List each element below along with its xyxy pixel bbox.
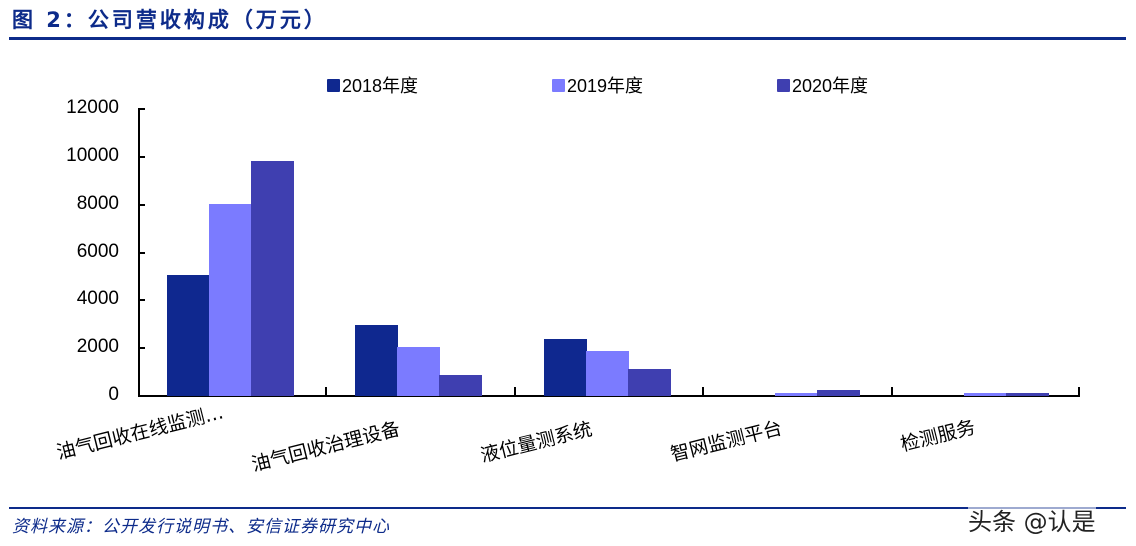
legend-label-2018: 2018年度 — [342, 76, 419, 96]
bar-2020年度 — [817, 390, 860, 396]
y-tick-label: 0 — [108, 384, 119, 405]
legend-label-2019: 2019年度 — [567, 76, 644, 96]
watermark: 头条 @认是 — [968, 502, 1096, 537]
x-label-recovery-equipment: 油气回收治理设备 — [249, 417, 403, 477]
legend-item-2018: 2018年度 — [327, 72, 418, 98]
y-tick — [138, 299, 145, 301]
x-tick — [891, 387, 893, 396]
bar-2019年度 — [775, 393, 818, 396]
bar-2019年度 — [209, 203, 252, 396]
source-note: 资料来源：公开发行说明书、安信证券研究中心 — [12, 517, 390, 537]
x-tick — [325, 387, 327, 396]
legend-swatch-2018 — [327, 78, 340, 92]
x-axis — [138, 395, 1080, 397]
y-tick-label: 10000 — [66, 145, 119, 166]
y-tick-label: 6000 — [76, 241, 119, 262]
y-tick-label: 8000 — [76, 193, 119, 214]
bar-2019年度 — [964, 393, 1007, 396]
x-label-smart-platform: 智网监测平台 — [668, 417, 785, 467]
bar-2020年度 — [439, 374, 482, 396]
bar-2020年度 — [251, 160, 294, 396]
source-divider — [9, 507, 1126, 509]
legend-item-2020: 2020年度 — [777, 72, 868, 98]
bar-2018年度 — [544, 339, 587, 396]
y-tick — [138, 347, 145, 349]
y-tick-label: 2000 — [76, 336, 119, 357]
title-divider — [9, 37, 1126, 40]
legend-swatch-2020 — [777, 78, 790, 92]
x-label-online-monitoring: 油气回收在线监测… — [54, 401, 226, 465]
legend-item-2019: 2019年度 — [552, 72, 643, 98]
bar-2019年度 — [586, 351, 629, 396]
y-tick — [138, 252, 145, 254]
bar-2018年度 — [355, 324, 398, 396]
x-tick — [514, 387, 516, 396]
bar-2018年度 — [167, 275, 210, 396]
y-tick-label: 4000 — [76, 288, 119, 309]
y-tick — [138, 156, 145, 158]
x-label-level-measurement: 液位量测系统 — [478, 418, 595, 468]
chart-title: 图 2：公司营收构成（万元） — [12, 8, 328, 32]
y-tick — [138, 204, 145, 206]
legend-swatch-2019 — [552, 78, 565, 92]
bar-2020年度 — [628, 368, 671, 396]
bar-2019年度 — [397, 346, 440, 396]
x-label-testing-service: 检测服务 — [898, 416, 978, 457]
y-tick — [138, 108, 145, 110]
y-tick-label: 12000 — [66, 97, 119, 118]
legend-label-2020: 2020年度 — [792, 76, 869, 96]
x-tick — [1078, 387, 1080, 396]
bar-2020年度 — [1006, 393, 1049, 396]
x-tick — [702, 387, 704, 396]
